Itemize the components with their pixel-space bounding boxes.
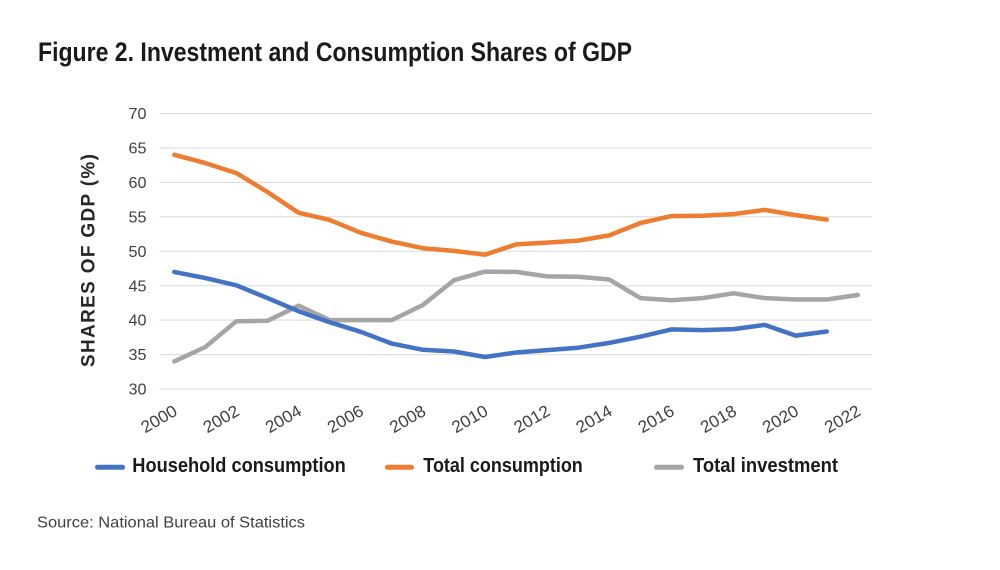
svg-text:Household consumption: Household consumption: [132, 455, 345, 477]
svg-text:35: 35: [129, 347, 147, 364]
svg-text:30: 30: [129, 382, 147, 399]
svg-text:Source: National Bureau of Sta: Source: National Bureau of Statistics: [37, 515, 305, 532]
svg-text:60: 60: [129, 175, 147, 192]
svg-text:Total investment: Total investment: [693, 455, 838, 477]
svg-text:70: 70: [129, 106, 147, 123]
svg-text:Figure 2. Investment and Consu: Figure 2. Investment and Consumption Sha…: [38, 37, 632, 67]
svg-text:45: 45: [129, 278, 147, 295]
svg-text:65: 65: [129, 141, 147, 158]
svg-text:50: 50: [129, 244, 147, 261]
svg-text:SHARES OF GDP (%): SHARES OF GDP (%): [79, 153, 100, 367]
svg-text:Total consumption: Total consumption: [423, 455, 583, 477]
svg-text:40: 40: [129, 313, 147, 330]
svg-text:55: 55: [129, 209, 147, 226]
